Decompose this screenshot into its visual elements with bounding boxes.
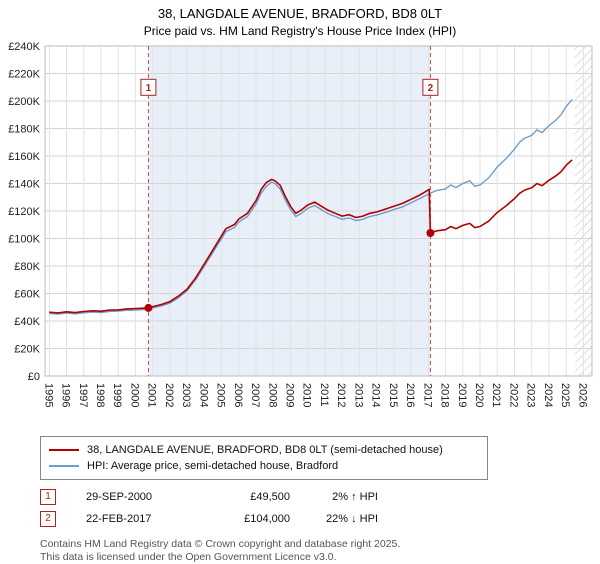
footer-licence: This data is licensed under the Open Gov… bbox=[40, 551, 337, 564]
svg-text:£20K: £20K bbox=[14, 344, 40, 356]
svg-text:2002: 2002 bbox=[163, 383, 175, 407]
chart-header: 38, LANGDALE AVENUE, BRADFORD, BD8 0LT P… bbox=[0, 0, 600, 38]
svg-text:2: 2 bbox=[428, 83, 434, 94]
svg-text:£0: £0 bbox=[28, 371, 40, 383]
hpi-series-line-swatch bbox=[49, 465, 79, 467]
legend-item-hpi: HPI: Average price, semi-detached house,… bbox=[49, 458, 479, 474]
svg-text:1999: 1999 bbox=[111, 383, 123, 407]
svg-text:2009: 2009 bbox=[284, 383, 296, 407]
svg-text:2025: 2025 bbox=[559, 383, 571, 407]
svg-text:2005: 2005 bbox=[215, 383, 227, 407]
legend-label-property: 38, LANGDALE AVENUE, BRADFORD, BD8 0LT (… bbox=[87, 444, 443, 456]
sale-hpi-delta-2: 22% ↓ HPI bbox=[326, 513, 378, 525]
svg-text:£100K: £100K bbox=[8, 234, 40, 246]
sales-list: 1 29-SEP-2000 £49,500 2% ↑ HPI 2 22-FEB-… bbox=[40, 486, 600, 530]
svg-text:2020: 2020 bbox=[473, 383, 485, 407]
svg-text:1995: 1995 bbox=[42, 383, 54, 407]
sale-number-badge-2: 2 bbox=[40, 511, 56, 527]
svg-text:£160K: £160K bbox=[8, 151, 40, 163]
price-chart-svg[interactable]: £0 £20K £40K £60K £80K £100K £120K £140K £160K £1… bbox=[0, 38, 600, 436]
svg-text:2016: 2016 bbox=[404, 383, 416, 407]
sale-number-badge-1: 1 bbox=[40, 489, 56, 505]
chart-legend: 38, LANGDALE AVENUE, BRADFORD, BD8 0LT (… bbox=[40, 436, 488, 480]
sale-price-2: £104,000 bbox=[244, 513, 290, 525]
svg-text:2013: 2013 bbox=[352, 383, 364, 407]
svg-text:2007: 2007 bbox=[249, 383, 261, 407]
svg-text:2003: 2003 bbox=[180, 383, 192, 407]
svg-text:2006: 2006 bbox=[232, 383, 244, 407]
property-series-line-swatch bbox=[49, 449, 79, 451]
svg-text:£120K: £120K bbox=[8, 206, 40, 218]
page-subtitle: Price paid vs. HM Land Registry's House … bbox=[143, 24, 457, 38]
legend-item-property: 38, LANGDALE AVENUE, BRADFORD, BD8 0LT (… bbox=[49, 442, 479, 458]
svg-text:1996: 1996 bbox=[60, 383, 72, 407]
svg-text:2001: 2001 bbox=[146, 383, 158, 407]
svg-text:2008: 2008 bbox=[266, 383, 278, 407]
svg-text:2004: 2004 bbox=[197, 383, 209, 407]
sale-date-1: 29-SEP-2000 bbox=[86, 491, 153, 503]
svg-text:1998: 1998 bbox=[94, 383, 106, 407]
svg-text:£60K: £60K bbox=[14, 289, 40, 301]
sale-date-2: 22-FEB-2017 bbox=[86, 513, 152, 525]
svg-text:£200K: £200K bbox=[8, 96, 40, 108]
svg-text:£220K: £220K bbox=[8, 69, 40, 81]
svg-text:2011: 2011 bbox=[318, 383, 330, 407]
svg-text:1997: 1997 bbox=[77, 383, 89, 407]
svg-text:£180K: £180K bbox=[8, 124, 40, 136]
footer: Contains HM Land Registry data © Crown c… bbox=[40, 538, 600, 564]
svg-text:2023: 2023 bbox=[525, 383, 537, 407]
sale-annotation-row-2: 2 22-FEB-2017 £104,000 22% ↓ HPI bbox=[40, 508, 600, 530]
svg-text:£240K: £240K bbox=[8, 41, 40, 53]
svg-text:2015: 2015 bbox=[387, 383, 399, 407]
svg-text:2026: 2026 bbox=[576, 383, 588, 407]
svg-text:2012: 2012 bbox=[335, 383, 347, 407]
svg-text:2022: 2022 bbox=[508, 383, 520, 407]
svg-text:2018: 2018 bbox=[439, 383, 451, 407]
svg-text:£80K: £80K bbox=[14, 261, 40, 273]
svg-text:2019: 2019 bbox=[456, 383, 468, 407]
svg-text:£140K: £140K bbox=[8, 179, 40, 191]
svg-text:1: 1 bbox=[146, 83, 152, 94]
svg-text:2021: 2021 bbox=[490, 383, 502, 407]
svg-text:2014: 2014 bbox=[370, 383, 382, 407]
footer-copyright: Contains HM Land Registry data © Crown c… bbox=[40, 538, 401, 550]
sale-annotation-row-1: 1 29-SEP-2000 £49,500 2% ↑ HPI bbox=[40, 486, 600, 508]
price-chart[interactable]: £0 £20K £40K £60K £80K £100K £120K £140K £160K £1… bbox=[0, 38, 600, 436]
sale-price-1: £49,500 bbox=[250, 491, 290, 503]
page-title: 38, LANGDALE AVENUE, BRADFORD, BD8 0LT bbox=[157, 6, 443, 21]
legend-label-hpi: HPI: Average price, semi-detached house,… bbox=[87, 460, 339, 472]
svg-text:2024: 2024 bbox=[542, 383, 554, 407]
svg-text:2010: 2010 bbox=[301, 383, 313, 407]
svg-text:2017: 2017 bbox=[421, 383, 433, 407]
svg-text:2000: 2000 bbox=[128, 383, 140, 407]
svg-text:£40K: £40K bbox=[14, 316, 40, 328]
sale-hpi-delta-1: 2% ↑ HPI bbox=[332, 491, 378, 503]
